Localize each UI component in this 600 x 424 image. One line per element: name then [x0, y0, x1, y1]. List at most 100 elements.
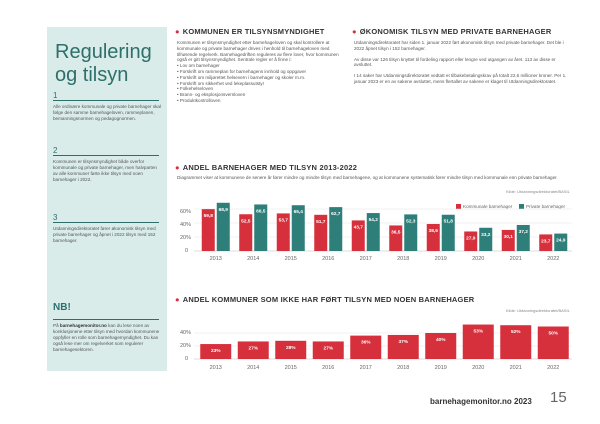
data-label: 27,9 — [466, 235, 476, 241]
chart2-ytick: 0 — [185, 356, 189, 362]
x-tick-label: 2015 — [285, 256, 297, 262]
bar-kommuner — [312, 341, 344, 359]
data-label: 30,1 — [504, 234, 514, 240]
bar-kommunal — [351, 220, 365, 251]
data-label: 59,8 — [204, 213, 214, 219]
data-label: 53,7 — [279, 217, 289, 223]
legend-swatch-teal — [519, 204, 524, 209]
bar-private — [441, 214, 455, 251]
chart1-heading: ● ANDEL BARNEHAGER MED TILSYN 2013-2022 — [175, 163, 357, 172]
chart2-ytick: 20% — [180, 343, 192, 349]
divider — [53, 100, 159, 101]
bar-kommuner — [387, 334, 419, 359]
bar-private — [254, 204, 268, 251]
chart1-ytick: 20% — [180, 235, 192, 241]
chart1-ytick: 0 — [185, 248, 189, 254]
x-tick-label: 2017 — [360, 365, 372, 371]
bar-kommunal — [426, 223, 440, 251]
sidebar-point-2: 2 Kommunen er tilsynsmyndighet både over… — [53, 147, 163, 183]
bar-kommunal — [464, 231, 478, 251]
x-tick-label: 2018 — [397, 365, 409, 371]
bar-kommuner — [350, 335, 382, 359]
bar-kommunal — [201, 209, 215, 251]
chart2-heading: ● ANDEL KOMMUNER SOM IKKE HAR FØRT TILSYN… — [175, 295, 474, 304]
heading-text: ANDEL BARNEHAGER MED TILSYN 2013-2022 — [182, 163, 358, 172]
sidebar-panel: Regulering og tilsyn 1 Alle ordinære kom… — [47, 27, 167, 371]
chart1-legend-kommunal: Kommunale barnehager — [456, 204, 512, 209]
page-number: 15 — [550, 389, 567, 406]
bar-private — [516, 224, 530, 251]
data-label: 27% — [248, 345, 258, 351]
heading-text: KOMMUNEN ER TILSYNSMYNDIGHET — [182, 27, 325, 36]
bullet-dot-icon: ● — [175, 295, 180, 304]
bar-kommunal — [389, 225, 403, 251]
legend-label: Private barnehager — [526, 204, 566, 209]
data-label: 38,6 — [429, 228, 439, 234]
bar-kommunal — [239, 214, 253, 251]
nb-site-link[interactable]: barnehagemonitor.no — [59, 323, 107, 328]
bar-private — [291, 205, 305, 251]
data-label: 54,2 — [369, 217, 379, 223]
sidebar-point-number: 3 — [53, 213, 58, 222]
data-label: 68,9 — [219, 207, 229, 213]
x-tick-label: 2014 — [247, 256, 259, 262]
chart1-description: Diagrammet viser at kommunene de senere … — [177, 175, 558, 180]
heading-text: ANDEL KOMMUNER SOM IKKE HAR FØRT TILSYN … — [182, 295, 475, 304]
legend-swatch-red — [456, 204, 461, 209]
data-label: 62,7 — [331, 211, 341, 217]
data-label: 51,8 — [444, 219, 454, 225]
bar-kommuner — [462, 324, 494, 359]
section2-paragraph: I 14 saker har Utdanningsdirektoratet ve… — [354, 73, 567, 84]
chart1-legend-private: Private barnehager — [519, 204, 565, 209]
divider — [53, 222, 159, 223]
data-label: 65,4 — [294, 209, 304, 215]
chart2-source: Kilde: Utdanningsdirektoratet/BASIL — [506, 308, 570, 313]
bar-kommuner — [500, 325, 532, 359]
data-label: 36% — [361, 340, 371, 346]
sidebar-title-line2: og tilsyn — [55, 64, 129, 86]
data-label: 40% — [436, 337, 446, 343]
divider — [53, 319, 159, 320]
bar-kommunal — [501, 229, 515, 251]
x-tick-label: 2020 — [472, 256, 484, 262]
bar-kommuner — [275, 340, 307, 359]
x-tick-label: 2020 — [472, 365, 484, 371]
data-label: 37,2 — [519, 229, 529, 235]
bullet-dot-icon: ● — [175, 27, 180, 36]
x-tick-label: 2016 — [322, 365, 334, 371]
section2-paragraph: Utdanningsdirektoratet har siden 1. janu… — [354, 40, 564, 51]
x-tick-label: 2015 — [285, 365, 297, 371]
data-label: 27% — [323, 345, 333, 351]
nb-title: NB! — [53, 302, 71, 313]
x-tick-label: 2017 — [360, 256, 372, 262]
bar-kommuner — [537, 326, 569, 359]
section1-intro: Kommunen er tilsynsmyndighet etter barne… — [177, 40, 339, 63]
section-heading-okonomisk-tilsyn: ● ØKONOMISK TILSYN MED PRIVATE BARNEHAGER — [352, 27, 551, 36]
sidebar-title: Regulering og tilsyn — [55, 41, 152, 87]
data-label: 66,5 — [256, 208, 266, 214]
bullet-dot-icon: ● — [175, 163, 180, 172]
chart2-ytick: 40% — [180, 330, 192, 336]
x-tick-label: 2019 — [435, 256, 447, 262]
nb-text-pre: På — [53, 323, 60, 328]
list-item: • Lov om barnehager — [177, 63, 220, 69]
x-tick-label: 2014 — [247, 365, 259, 371]
footer-site: barnehagemonitor.no 2023 — [430, 397, 532, 406]
data-label: 43,7 — [354, 224, 364, 230]
x-tick-label: 2016 — [322, 256, 334, 262]
nb-text-post: kan du lese noen av konklusjonene etter … — [53, 323, 160, 352]
x-tick-label: 2013 — [210, 365, 222, 371]
legend-label: Kommunale barnehager — [463, 204, 513, 209]
x-tick-label: 2018 — [397, 256, 409, 262]
data-label: 24,9 — [556, 238, 566, 244]
list-item: • Forskrift om sikkerhet ved lekeplassut… — [177, 80, 265, 86]
data-label: 23% — [211, 348, 221, 354]
list-item: • Brann- og eksplosjonsvernloven — [177, 92, 246, 98]
data-label: 52,3 — [406, 218, 416, 224]
x-tick-label: 2021 — [510, 256, 522, 262]
data-label: 23,7 — [541, 238, 551, 244]
bar-kommunal — [276, 213, 290, 251]
data-label: 51,7 — [316, 219, 326, 225]
chart1-ytick: 60% — [180, 209, 192, 215]
bar-private — [329, 207, 343, 251]
